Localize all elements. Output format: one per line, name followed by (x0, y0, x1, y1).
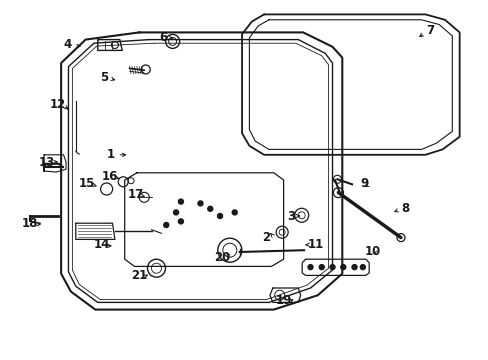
Text: 14: 14 (93, 238, 110, 251)
Text: 20: 20 (214, 251, 230, 264)
Text: 21: 21 (131, 269, 147, 282)
Text: 8: 8 (400, 202, 408, 215)
Circle shape (198, 201, 203, 206)
Text: 19: 19 (275, 294, 291, 307)
Text: 10: 10 (364, 246, 380, 258)
Circle shape (217, 213, 222, 219)
Text: 18: 18 (22, 217, 39, 230)
Text: 3: 3 (286, 210, 294, 222)
Circle shape (329, 265, 334, 270)
Circle shape (178, 219, 183, 224)
Circle shape (178, 199, 183, 204)
Circle shape (360, 265, 365, 270)
Text: 12: 12 (49, 98, 66, 111)
Text: 17: 17 (127, 188, 144, 201)
Text: 1: 1 (106, 148, 114, 161)
Circle shape (319, 265, 324, 270)
Circle shape (207, 206, 212, 211)
Circle shape (307, 265, 312, 270)
Text: 7: 7 (426, 24, 433, 37)
Text: 9: 9 (360, 177, 367, 190)
Circle shape (232, 210, 237, 215)
Circle shape (340, 265, 345, 270)
Text: 6: 6 (160, 31, 167, 44)
Text: 2: 2 (262, 231, 270, 244)
Circle shape (163, 222, 168, 228)
Text: 13: 13 (38, 156, 55, 168)
Circle shape (351, 265, 356, 270)
Text: 16: 16 (102, 170, 118, 183)
Text: 4: 4 (63, 39, 71, 51)
Text: 5: 5 (100, 71, 108, 84)
Circle shape (173, 210, 178, 215)
Text: 11: 11 (306, 238, 323, 251)
Text: 15: 15 (79, 177, 95, 190)
